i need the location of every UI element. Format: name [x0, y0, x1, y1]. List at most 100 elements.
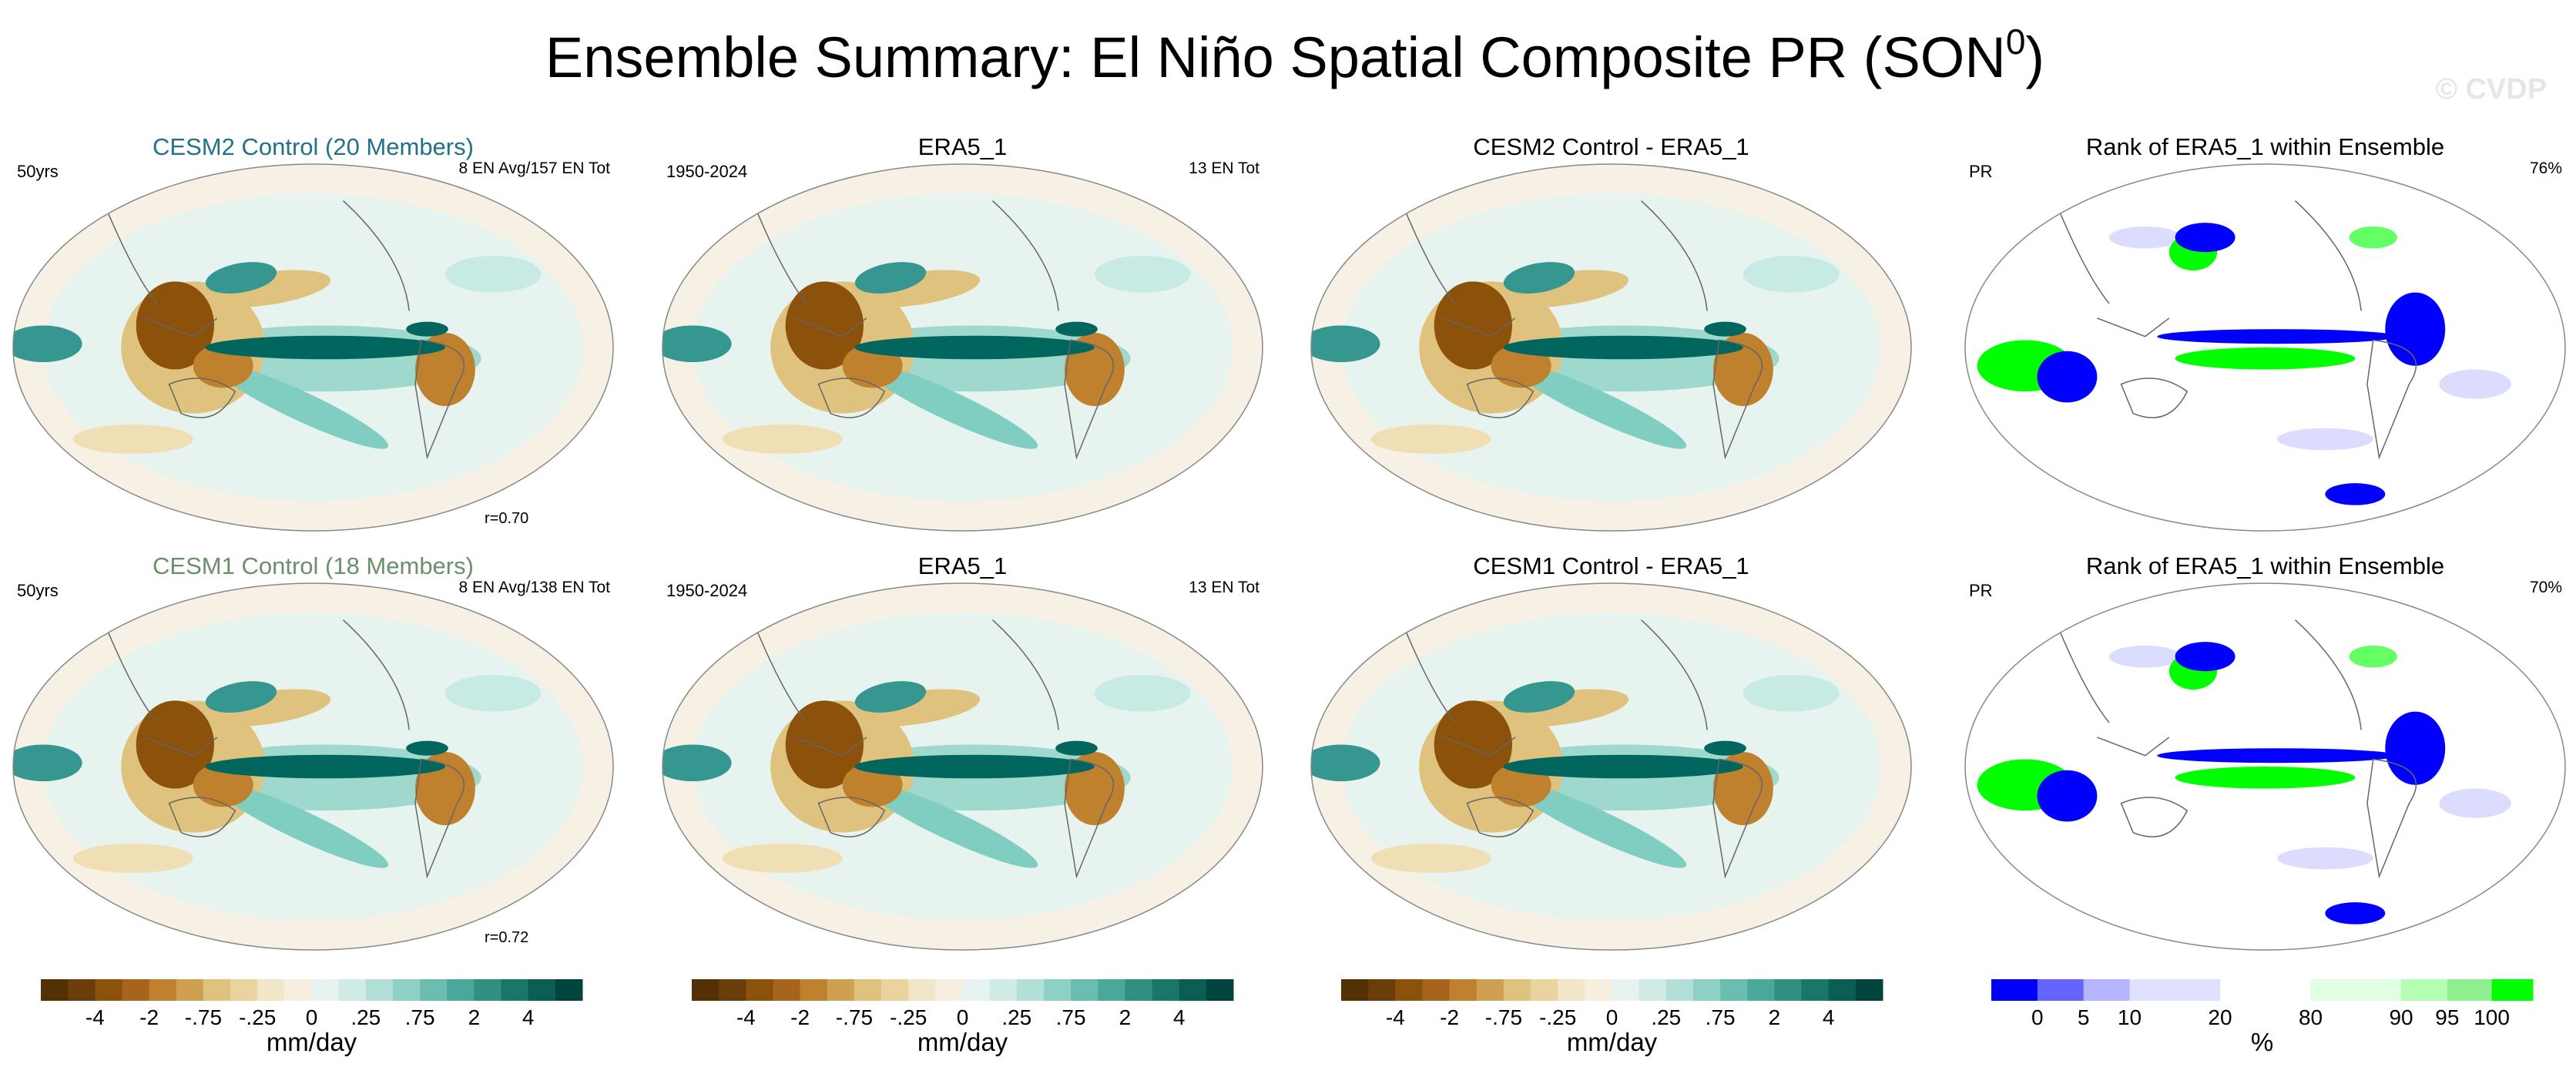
colorbar-label: -4: [86, 1005, 105, 1029]
colorbar-swatch: [989, 979, 1018, 1001]
colorbar-swatch: [1125, 979, 1153, 1001]
map-field: [72, 843, 193, 874]
colorbar-label: 80: [2299, 1005, 2323, 1029]
colorbar-swatch: [2447, 979, 2493, 1001]
colorbar-label: .25: [1651, 1005, 1681, 1029]
colorbar-swatch: [1395, 979, 1423, 1001]
map-outline: [662, 582, 1263, 951]
map-field: [1434, 281, 1512, 370]
panel-left-label: 50yrs: [17, 581, 59, 600]
colorbar-label: -.25: [890, 1005, 927, 1029]
colorbar-swatch: [908, 979, 936, 1001]
map-field: [1704, 321, 1746, 337]
map-field: [2175, 223, 2236, 253]
colorbar-label: .25: [1001, 1005, 1031, 1029]
colorbar-swatch: [1043, 979, 1072, 1001]
colorbar-label: 0: [2031, 1005, 2044, 1029]
colorbar-swatch: [1612, 979, 1640, 1001]
colorbar-unit: %: [2251, 1028, 2273, 1056]
map-field: [2385, 292, 2446, 366]
panel-bottom-label: r=0.72: [485, 929, 528, 946]
colorbar-label: -4: [1386, 1005, 1405, 1029]
colorbar-label: 10: [2118, 1005, 2142, 1029]
map: [1311, 583, 1911, 950]
title-text: Ensemble Summary: El Niño Spatial Compos…: [545, 25, 2006, 89]
map-outline: [12, 163, 614, 532]
colorbar-swatch: [338, 979, 367, 1001]
colorbar-label: -.75: [1485, 1005, 1522, 1029]
colorbar-swatch: [1720, 979, 1748, 1001]
map: [1965, 583, 2565, 950]
map-field: [2349, 226, 2397, 249]
colorbar-label: -2: [1440, 1005, 1459, 1029]
panel-bottom-label: r=0.70: [485, 510, 528, 527]
map-field: [854, 262, 927, 294]
map-field: [722, 843, 843, 874]
map-field: [2037, 770, 2098, 822]
colorbar-swatch: [1855, 979, 1883, 1001]
map-field: [2439, 369, 2511, 399]
map: [13, 164, 613, 531]
map-field: [1055, 321, 1098, 337]
colorbar-swatch: [176, 979, 204, 1001]
colorbar-unit: mm/day: [917, 1028, 1008, 1056]
map-field: [136, 281, 214, 370]
panel-left-label: 1950-2024: [666, 581, 747, 600]
panel-left-label: 50yrs: [17, 162, 59, 181]
map-outline: [12, 582, 614, 951]
colorbar-swatch: [311, 979, 340, 1001]
map-field: [854, 754, 1095, 779]
map-field: [2325, 902, 2386, 925]
map-field: [72, 424, 193, 455]
colorbar-swatch: [528, 979, 556, 1001]
colorbar-label: 0: [306, 1005, 318, 1029]
map-field: [1055, 740, 1098, 756]
map-field: [2157, 329, 2397, 344]
map-field: [406, 321, 448, 337]
colorbar-swatch: [800, 979, 828, 1001]
colorbar-swatch: [854, 979, 882, 1001]
colorbar-label: .75: [1056, 1005, 1086, 1029]
colorbar-swatch: [365, 979, 394, 1001]
map-field: [2349, 645, 2397, 668]
coastline: [102, 200, 465, 460]
colorbar-swatch: [501, 979, 529, 1001]
panel-left-label: PR: [1969, 162, 1993, 181]
coastline: [1400, 200, 1763, 460]
map-field: [2175, 767, 2356, 789]
map-field: [1742, 675, 1840, 712]
colorbar-swatch: [1368, 979, 1396, 1001]
colorbar-swatch: [692, 979, 719, 1001]
colorbar-swatch: [2220, 979, 2312, 1001]
coastline: [102, 619, 465, 879]
coastline: [2054, 619, 2417, 879]
colorbar-label: 0: [957, 1005, 969, 1029]
map-field: [662, 325, 732, 363]
colorbar-swatch: [1639, 979, 1667, 1001]
colorbar-label: 2: [1769, 1005, 1781, 1029]
map-field: [1370, 424, 1491, 455]
map-field: [205, 262, 277, 294]
map-field: [785, 281, 864, 370]
map-field: [205, 335, 445, 360]
panel-title: Rank of ERA5_1 within Ensemble: [2086, 552, 2444, 579]
colorbar-swatch: [1747, 979, 1775, 1001]
map-field: [1311, 744, 1380, 782]
colorbar-label: -.25: [239, 1005, 276, 1029]
colorbar-label: -2: [790, 1005, 810, 1029]
map-field: [854, 335, 1095, 360]
map: [662, 164, 1263, 531]
map-field: [863, 782, 1038, 868]
colorbar-swatch: [95, 979, 122, 1001]
map-field: [2175, 347, 2356, 370]
map-field: [1503, 754, 1743, 779]
title-close: ): [2025, 25, 2044, 89]
coastline: [2054, 200, 2417, 460]
map-field: [1094, 256, 1191, 293]
colorbar-swatch: [1991, 979, 2038, 1001]
map-field: [1511, 363, 1687, 449]
panel-right-label: 76%: [2530, 159, 2562, 177]
colorbar-swatch: [203, 979, 231, 1001]
colorbar-swatch: [1774, 979, 1803, 1001]
